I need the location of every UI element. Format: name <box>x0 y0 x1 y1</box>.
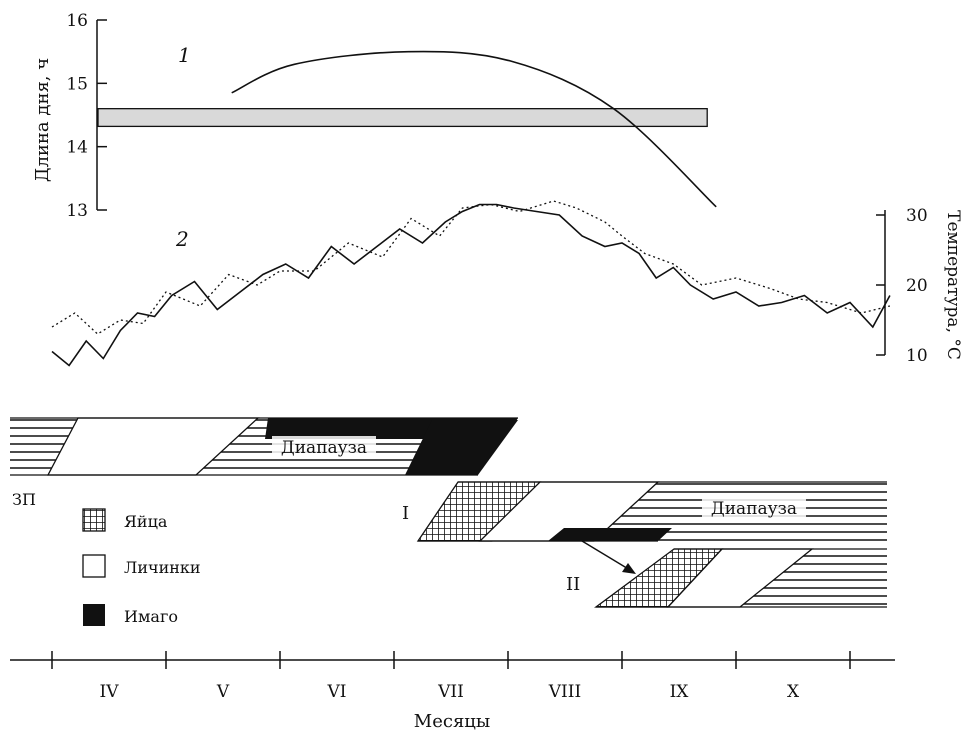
critical-day-length-band <box>98 109 707 127</box>
month-label: VIII <box>548 682 581 702</box>
day-length-y-tick-label: 15 <box>66 74 88 94</box>
temperature-y-tick-label: 30 <box>906 206 928 226</box>
temperature-y-tick-label: 20 <box>906 276 928 296</box>
legend-swatch-adults <box>83 604 105 626</box>
temperature-y-tick-label: 10 <box>906 346 928 366</box>
month-axis-labels: IV V VI VII VIII IX X <box>100 682 800 702</box>
generation-arrow-head <box>622 563 636 574</box>
legend-swatch-eggs <box>83 509 105 531</box>
day-length-panel: 16 15 14 13 Длина дня, ч 1 <box>32 11 716 221</box>
temperature-y-ticks: 30 20 10 <box>876 206 928 366</box>
temperature-series-dotted <box>52 201 890 334</box>
legend-label-eggs: Яйца <box>124 512 168 531</box>
day-length-y-tick-label: 14 <box>66 138 88 158</box>
legend: Яйца Личинки Имаго <box>83 509 201 626</box>
legend-label-adults: Имаго <box>124 607 178 626</box>
month-label: VII <box>437 682 464 702</box>
month-axis-title: Месяцы <box>414 711 490 732</box>
overwintering-generation-band: Диапауза ЗП <box>10 418 518 509</box>
temperature-y-label: Температура, °C <box>943 210 963 360</box>
gen1-label: I <box>402 503 409 524</box>
month-label: X <box>787 682 800 702</box>
month-label: VI <box>327 682 347 702</box>
temperature-panel: 30 20 10 Температура, °C 2 <box>52 201 963 366</box>
day-length-curve-label: 1 <box>178 43 191 67</box>
gen1-diapause-label: Диапауза <box>711 499 797 519</box>
day-length-y-label: Длина дня, ч <box>32 58 53 182</box>
zp-label: ЗП <box>12 490 36 509</box>
zp-diapause-label: Диапауза <box>281 438 367 458</box>
legend-swatch-larvae <box>83 555 105 577</box>
generation-2-band: II <box>566 549 887 607</box>
legend-label-larvae: Личинки <box>124 558 201 577</box>
day-length-curve <box>232 52 717 207</box>
generation-arrow <box>582 541 636 574</box>
month-label: IV <box>100 682 120 702</box>
day-length-y-tick-label: 13 <box>66 201 88 221</box>
month-label: IX <box>670 682 690 702</box>
gen1-adults <box>548 528 672 541</box>
gen2-label: II <box>566 574 580 595</box>
temperature-curve-label: 2 <box>175 227 189 251</box>
month-axis: IV V VI VII VIII IX X Месяцы <box>10 651 895 732</box>
day-length-y-tick-label: 16 <box>66 11 88 31</box>
generation-1-band: Диапауза I <box>402 482 887 541</box>
month-label: V <box>216 682 230 702</box>
generation-arrow-line <box>582 541 630 570</box>
